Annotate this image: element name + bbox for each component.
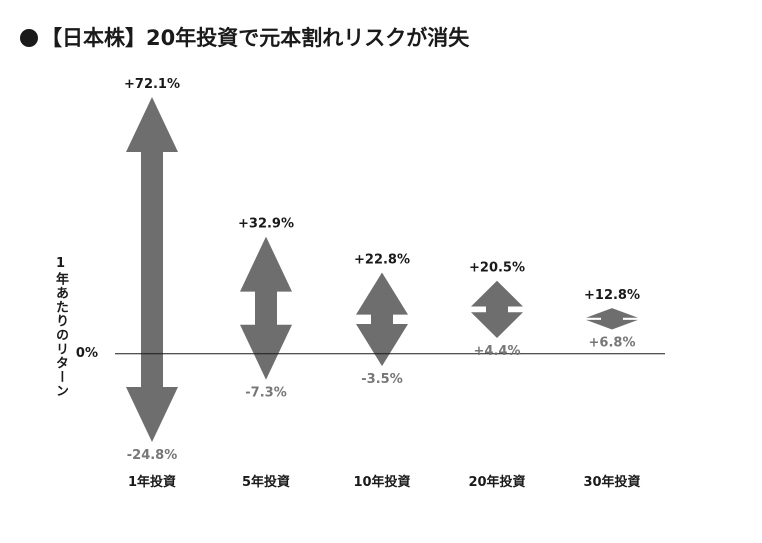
range-arrows	[126, 97, 638, 442]
y-axis-label: 1年あたりのリターン	[53, 256, 68, 398]
chart-title-text: 【日本株】20年投資で元本割れリスクが消失	[41, 26, 470, 50]
max-label: +72.1%	[124, 77, 180, 92]
min-label: -7.3%	[245, 386, 286, 401]
bullet-icon	[20, 29, 38, 47]
range-labels: +72.1% -24.8% 1年投資 +32.9% -7.3% 5年投資 +22.8% -3.…	[124, 77, 641, 490]
max-label: +22.8%	[354, 253, 410, 268]
category-label: 30年投資	[583, 474, 640, 490]
max-label: +32.9%	[238, 217, 294, 232]
min-label: -24.8%	[127, 448, 178, 463]
min-label: +4.4%	[474, 344, 521, 359]
range-arrow-4	[471, 280, 523, 339]
category-label: 1年投資	[128, 474, 176, 490]
chart-title: 【日本株】20年投資で元本割れリスクが消失	[20, 22, 469, 52]
range-arrow-5	[586, 308, 638, 330]
category-label: 10年投資	[353, 474, 410, 490]
range-arrow-2	[240, 236, 292, 380]
category-label: 5年投資	[242, 474, 290, 490]
category-label: 20年投資	[468, 474, 525, 490]
zero-label: 0%	[76, 346, 98, 361]
min-label: -3.5%	[361, 372, 402, 387]
max-label: +20.5%	[469, 261, 525, 276]
range-arrow-3	[356, 272, 408, 367]
max-label: +12.8%	[584, 288, 640, 303]
range-arrow-1	[126, 97, 178, 442]
min-label: +6.8%	[589, 335, 636, 350]
